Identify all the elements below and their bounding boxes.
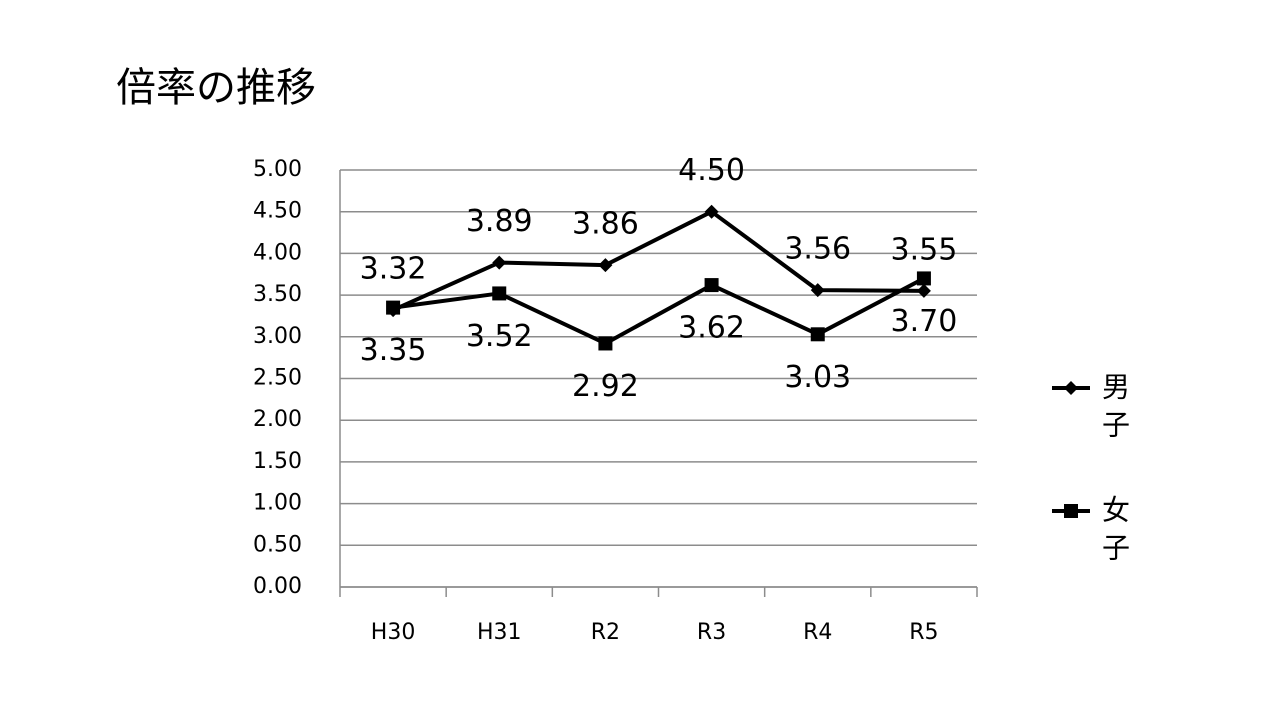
data-label: 3.89: [466, 204, 533, 239]
data-label: 3.52: [466, 319, 533, 354]
series-line: [392, 209, 924, 312]
data-label: 3.70: [891, 304, 958, 339]
legend-marker: [1064, 504, 1078, 518]
chart-title: 倍率の推移: [116, 65, 316, 111]
data-label: 3.32: [360, 252, 427, 287]
y-tick-label: 4.50: [253, 199, 302, 224]
data-point: [810, 283, 825, 298]
legend-label: 女子: [1098, 495, 1131, 571]
data-label: 4.50: [678, 153, 745, 188]
y-tick-label: 0.00: [253, 574, 302, 599]
y-tick-label: 3.50: [253, 282, 302, 307]
x-tick-label: R5: [909, 620, 938, 645]
data-point: [916, 271, 931, 286]
data-point: [386, 300, 401, 315]
data-point: [598, 258, 613, 273]
data-label: 3.03: [784, 360, 851, 395]
y-tick-label: 3.00: [253, 324, 302, 349]
data-label: 3.56: [784, 232, 851, 267]
data-point: [598, 336, 613, 351]
data-label: 3.55: [891, 232, 958, 267]
data-label: 2.92: [572, 369, 639, 404]
data-point: [810, 327, 825, 342]
data-point: [916, 283, 931, 298]
data-point: [704, 204, 719, 219]
data-label: 3.86: [572, 207, 639, 242]
data-label: 3.62: [678, 311, 745, 346]
series-line: [392, 276, 925, 346]
y-tick-label: 0.50: [253, 532, 302, 557]
data-label: 3.35: [360, 333, 427, 368]
legend-label: 男子: [1098, 372, 1131, 448]
y-tick-label: 1.00: [253, 491, 302, 516]
y-tick-label: 2.00: [253, 407, 302, 432]
x-tick-label: R3: [697, 620, 726, 645]
y-tick-label: 4.00: [253, 240, 302, 265]
y-tick-label: 2.50: [253, 366, 302, 391]
x-tick-label: R2: [591, 620, 620, 645]
legend-marker: [1064, 381, 1078, 395]
y-tick-label: 5.00: [253, 157, 302, 182]
data-point: [704, 278, 719, 293]
data-point: [492, 286, 507, 301]
x-tick-label: H31: [477, 620, 522, 645]
x-tick-label: H30: [371, 620, 416, 645]
y-tick-label: 1.50: [253, 449, 302, 474]
data-point: [492, 255, 507, 270]
x-tick-label: R4: [803, 620, 832, 645]
